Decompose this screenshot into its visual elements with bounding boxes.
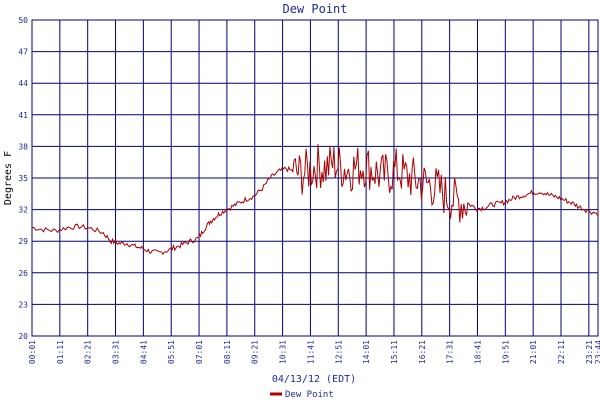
y-tick-labels: 20 23 26 29 32 35 38 41 44 47 50 [18,16,28,341]
y-tick-label: 26 [18,269,28,278]
x-tick-label: 17:31 [446,340,455,364]
x-tick-label: 23:44 [594,340,600,364]
y-tick-label: 20 [18,332,28,341]
y-tick-label: 41 [18,111,28,120]
x-tick-labels: 00:01 01:11 02:21 03:31 04:41 05:51 07:01 08:11… [28,340,600,364]
x-tick-label: 15:11 [390,340,399,364]
x-tick-label: 04:41 [139,340,148,364]
x-tick-label: 07:01 [195,340,204,364]
x-tick-label: 23:21 [585,340,594,364]
y-tick-label: 47 [18,48,28,57]
y-tick-label: 38 [18,142,28,151]
x-tick-label: 14:01 [362,340,371,364]
y-tick-label: 29 [18,237,28,246]
y-tick-label: 44 [18,79,28,88]
y-tick-label: 23 [18,300,28,309]
x-tick-label: 22:11 [557,340,566,364]
x-tick-label: 00:01 [28,340,37,364]
y-axis-label: Degrees F [3,151,14,205]
legend-label: Dew Point [285,390,334,400]
grid-lines [31,19,599,337]
x-tick-label: 05:51 [167,340,176,364]
x-tick-label: 21:01 [529,340,538,364]
series-line-dew-point [31,144,599,256]
x-tick-label: 19:51 [501,340,510,364]
x-tick-label: 12:51 [334,340,343,364]
x-tick-label: 11:41 [306,340,315,364]
x-tick-label: 03:31 [112,340,121,364]
x-tick-label: 02:21 [84,340,93,364]
x-tick-label: 01:11 [56,340,65,364]
y-tick-label: 50 [18,16,28,25]
x-tick-label: 09:21 [251,340,260,364]
x-axis-label: 04/13/12 (EDT) [272,374,356,385]
legend: Dew Point [270,390,334,400]
x-tick-label: 16:21 [418,340,427,364]
y-tick-label: 32 [18,206,28,215]
x-tick-label: 10:31 [279,340,288,364]
chart-title: Dew Point [282,2,347,16]
x-tick-label: 18:41 [473,340,482,364]
y-tick-label: 35 [18,174,28,183]
x-tick-label: 08:11 [223,340,232,364]
